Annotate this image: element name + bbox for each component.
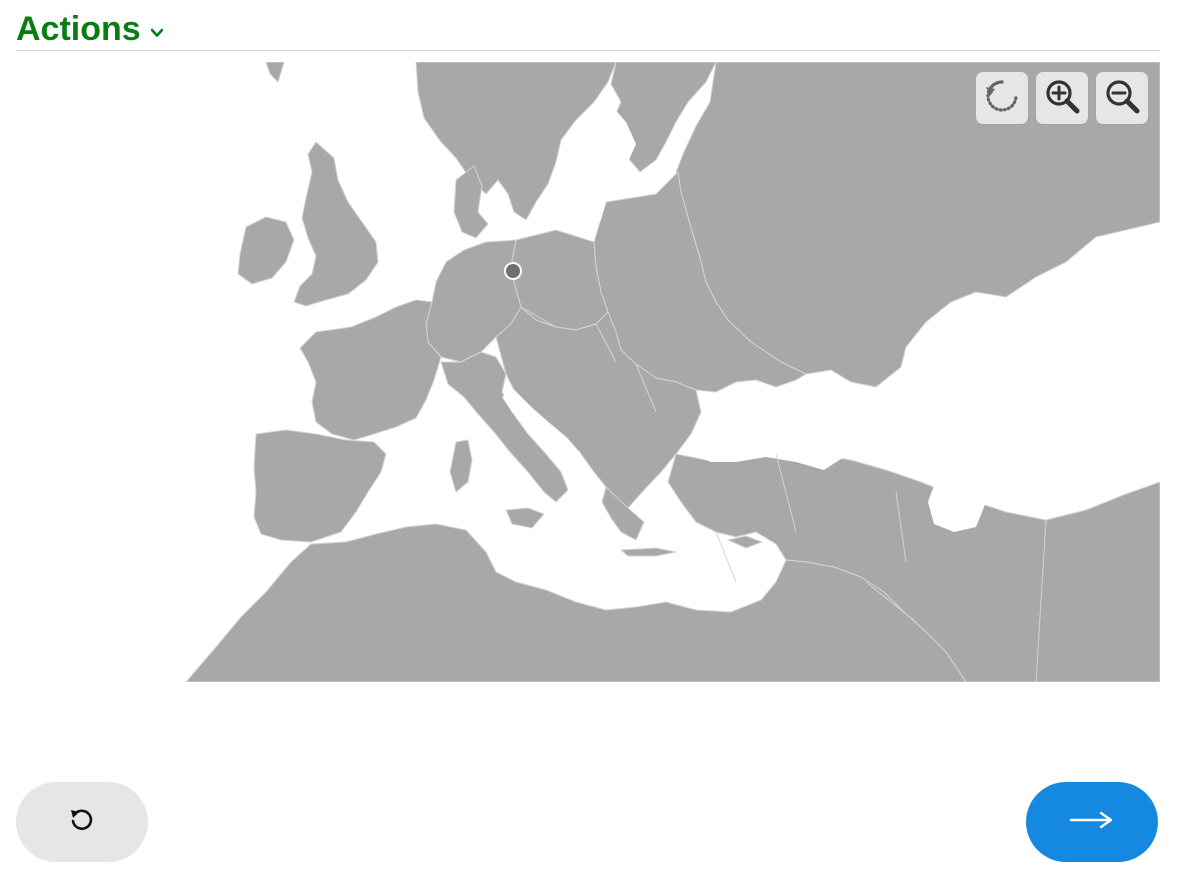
sicily: [506, 508, 544, 528]
sardinia-corsica: [450, 440, 472, 492]
map-controls: [976, 72, 1148, 124]
ireland: [238, 217, 294, 284]
chevron-down-icon: [151, 8, 163, 18]
zoom-out-icon: [1103, 77, 1141, 120]
header-bar: Actions: [16, 8, 1160, 51]
zoom-out-button[interactable]: [1096, 72, 1148, 124]
actions-label: Actions: [16, 10, 141, 49]
iberia: [254, 430, 386, 542]
actions-menu[interactable]: Actions: [16, 10, 163, 49]
europe-map: [16, 62, 1160, 682]
black-sea: [691, 382, 844, 470]
iceland-fragment: [266, 62, 284, 82]
map-canvas[interactable]: [16, 62, 1160, 682]
undo-icon: [68, 806, 96, 839]
reset-button[interactable]: [16, 782, 148, 862]
great-britain: [294, 142, 378, 306]
zoom-in-icon: [1043, 77, 1081, 120]
crete: [621, 548, 676, 556]
arrow-right-icon: [1069, 810, 1115, 835]
location-marker[interactable]: [504, 262, 522, 280]
rotate-icon: [983, 77, 1021, 120]
reset-view-button[interactable]: [976, 72, 1028, 124]
france: [300, 300, 441, 440]
zoom-in-button[interactable]: [1036, 72, 1088, 124]
cyprus: [728, 536, 762, 548]
next-button[interactable]: [1026, 782, 1158, 862]
